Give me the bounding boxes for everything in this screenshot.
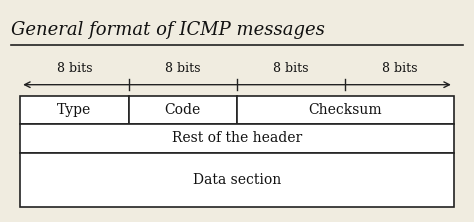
- FancyBboxPatch shape: [20, 96, 128, 124]
- Text: Code: Code: [164, 103, 201, 117]
- FancyBboxPatch shape: [20, 153, 454, 207]
- Text: Data section: Data section: [193, 173, 281, 187]
- Text: Type: Type: [57, 103, 91, 117]
- FancyBboxPatch shape: [128, 96, 237, 124]
- FancyBboxPatch shape: [237, 96, 454, 124]
- Text: General format of ICMP messages: General format of ICMP messages: [11, 21, 325, 39]
- Text: Checksum: Checksum: [309, 103, 382, 117]
- Text: 8 bits: 8 bits: [273, 62, 309, 75]
- Text: 8 bits: 8 bits: [382, 62, 417, 75]
- Text: 8 bits: 8 bits: [57, 62, 92, 75]
- Text: 8 bits: 8 bits: [165, 62, 201, 75]
- FancyBboxPatch shape: [20, 124, 454, 153]
- Text: Rest of the header: Rest of the header: [172, 131, 302, 145]
